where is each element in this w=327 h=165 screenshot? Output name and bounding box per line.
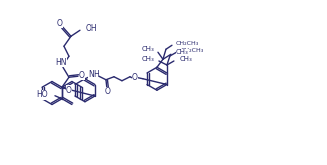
Text: N: N (88, 70, 94, 79)
Text: O: O (79, 71, 85, 80)
Text: HN: HN (55, 58, 67, 67)
Text: O: O (132, 73, 138, 82)
Text: OH: OH (86, 24, 97, 33)
Text: HO: HO (36, 90, 48, 99)
Text: O: O (66, 86, 72, 95)
Text: CH₃: CH₃ (180, 56, 193, 62)
Text: CH₃: CH₃ (141, 56, 154, 62)
Text: CH₃: CH₃ (141, 46, 154, 52)
Text: O: O (105, 87, 111, 96)
Text: CH₂CH₃: CH₂CH₃ (181, 48, 204, 52)
Text: CH₂CH₃: CH₂CH₃ (176, 41, 199, 46)
Text: H: H (93, 70, 99, 79)
Text: O: O (57, 19, 63, 28)
Text: CH₃: CH₃ (176, 49, 189, 55)
